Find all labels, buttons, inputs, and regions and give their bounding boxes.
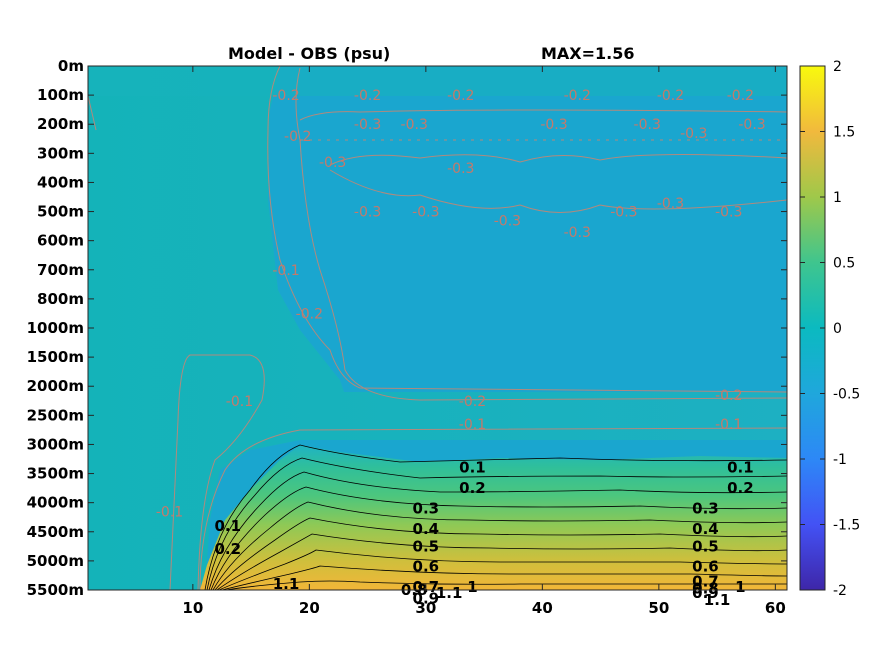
y-tick-label: 400m [37, 173, 84, 191]
black-contour-label: 0.6 [692, 558, 719, 576]
grey-contour-label: -0.1 [226, 394, 253, 410]
x-tick-label: 40 [532, 599, 553, 617]
chart-title: Model - OBS (psu) [228, 44, 390, 63]
grey-contour-label: -0.2 [727, 88, 754, 104]
grey-contour-label: -0.2 [657, 88, 684, 104]
grey-contour-labels: -0.2 -0.2 -0.2 -0.2 -0.2 -0.2 -0.2 -0.3 -0.3 -0.3… [156, 88, 766, 520]
grey-contour-label: -0.3 [680, 126, 707, 142]
colorbar-tick-label: -1 [833, 452, 847, 468]
colorbar-tick-label: -2 [833, 583, 847, 599]
y-tick-label: 5000m [27, 552, 84, 570]
black-contour-label: 0.7 [692, 572, 719, 590]
grey-contour-label: -0.3 [738, 117, 765, 133]
grey-contour-label: -0.2 [564, 88, 591, 104]
black-contour-label: 1.1 [704, 591, 731, 609]
x-tick-label: 20 [299, 599, 320, 617]
max-label: MAX=1.56 [541, 44, 635, 63]
black-contour-lines [204, 444, 787, 590]
black-contour-label: 0.1 [459, 459, 486, 477]
grey-contour-label: -0.1 [715, 417, 742, 433]
grey-contour-label: -0.3 [634, 117, 661, 133]
y-tick-label: 1000m [27, 319, 84, 337]
grey-contour-label: -0.3 [319, 155, 346, 171]
black-contour-label: 0.3 [413, 499, 440, 517]
y-tick-label: 4000m [27, 494, 84, 512]
grey-contour-label: -0.3 [715, 205, 742, 221]
black-contour-label: 0.4 [692, 520, 719, 538]
black-contour-label: 0.2 [459, 479, 486, 497]
black-contour-label: 1.1 [436, 584, 463, 602]
colorbar-tick-label: -1.5 [833, 518, 860, 534]
grey-contour-label: -0.3 [401, 117, 428, 133]
y-tick-label: 200m [37, 115, 84, 133]
y-tick-label: 600m [37, 232, 84, 250]
black-contour-label: 0.9 [692, 584, 719, 602]
grey-contour-label: -0.2 [296, 306, 323, 322]
grey-contour-label: -0.2 [715, 388, 742, 404]
grey-contour-label: -0.3 [354, 117, 381, 133]
y-tick-label: 300m [37, 144, 84, 162]
grey-contour-label: -0.1 [156, 504, 183, 520]
black-contour-label: 1 [467, 578, 477, 596]
black-contour-label: 0.8 [692, 580, 719, 598]
y-tick-label: 700m [37, 261, 84, 279]
colorbar-tick-label: -0.5 [833, 387, 860, 403]
colorbar-tick-label: 2 [833, 59, 842, 75]
grey-contour-label: -0.3 [564, 225, 591, 241]
grey-contour-label: -0.2 [272, 88, 299, 104]
colorbar-tick-label: 0.5 [833, 256, 855, 272]
grey-contour-label: -0.3 [610, 205, 637, 221]
y-tick-label: 800m [37, 290, 84, 308]
grey-contour-label: -0.2 [354, 88, 381, 104]
black-contour-label: 0.1 [215, 517, 242, 535]
y-tick-label: 2500m [27, 406, 84, 424]
grey-contour-lines [88, 66, 787, 590]
black-contour-label: 0.5 [692, 537, 719, 555]
black-contour-label: 0.1 [727, 459, 754, 477]
colorbar-ticks: 2 1.5 1 0.5 0 -0.5 -1 -1.5 -2 [800, 59, 860, 599]
black-contour-label: 1.1 [273, 575, 300, 593]
black-contour-label: 0.2 [727, 479, 754, 497]
grey-contour-label: -0.3 [354, 205, 381, 221]
y-tick-label: 3000m [27, 435, 84, 453]
grey-contour-label: -0.3 [447, 161, 474, 177]
black-contour-label: 0.3 [692, 499, 719, 517]
colorbar-tick-label: 1.5 [833, 125, 855, 141]
y-tick-label: 0m [58, 57, 84, 75]
black-contour-label: 0.5 [413, 537, 440, 555]
colorbar-tick-label: 1 [833, 190, 842, 206]
y-tick-label: 3500m [27, 465, 84, 483]
black-contour-labels: 0.10.20.10.20.30.40.50.60.70.80.911.1 1.1… [215, 459, 754, 609]
y-tick-label: 500m [37, 203, 84, 221]
grey-contour-label: -0.3 [412, 205, 439, 221]
grey-contour-label: -0.1 [459, 417, 486, 433]
x-tick-label: 10 [182, 599, 203, 617]
x-tick-label: 60 [765, 599, 786, 617]
black-contour-label: 0.2 [215, 540, 242, 558]
black-contour-label: 1 [735, 578, 745, 596]
x-tick-label: 50 [648, 599, 669, 617]
grey-contour-label: -0.2 [447, 88, 474, 104]
grey-contour-label: -0.1 [272, 263, 299, 279]
y-tick-label: 5500m [27, 581, 84, 599]
grey-contour-label: -0.3 [494, 213, 521, 229]
grey-contour-label: -0.3 [657, 196, 684, 212]
y-tick-label: 1500m [27, 348, 84, 366]
black-contour-label: 0.9 [413, 590, 440, 608]
grey-contour-label: -0.2 [284, 129, 311, 145]
colorbar-tick-label: 0 [833, 321, 842, 337]
x-tick-label: 30 [415, 599, 436, 617]
y-tick-label: 100m [37, 86, 84, 104]
x-axis-ticks: 10 20 30 40 50 60 [182, 66, 786, 617]
y-tick-label: 2000m [27, 377, 84, 395]
y-axis-ticks: 0m 100m 200m 300m 400m 500m 600m 700m 800m 1000m 1… [27, 57, 787, 599]
y-tick-label: 4500m [27, 523, 84, 541]
black-contour-label: 0.4 [413, 520, 440, 538]
grey-contour-label: -0.3 [540, 117, 567, 133]
grey-contour-label: -0.2 [459, 394, 486, 410]
black-contour-label: 0.6 [413, 558, 440, 576]
